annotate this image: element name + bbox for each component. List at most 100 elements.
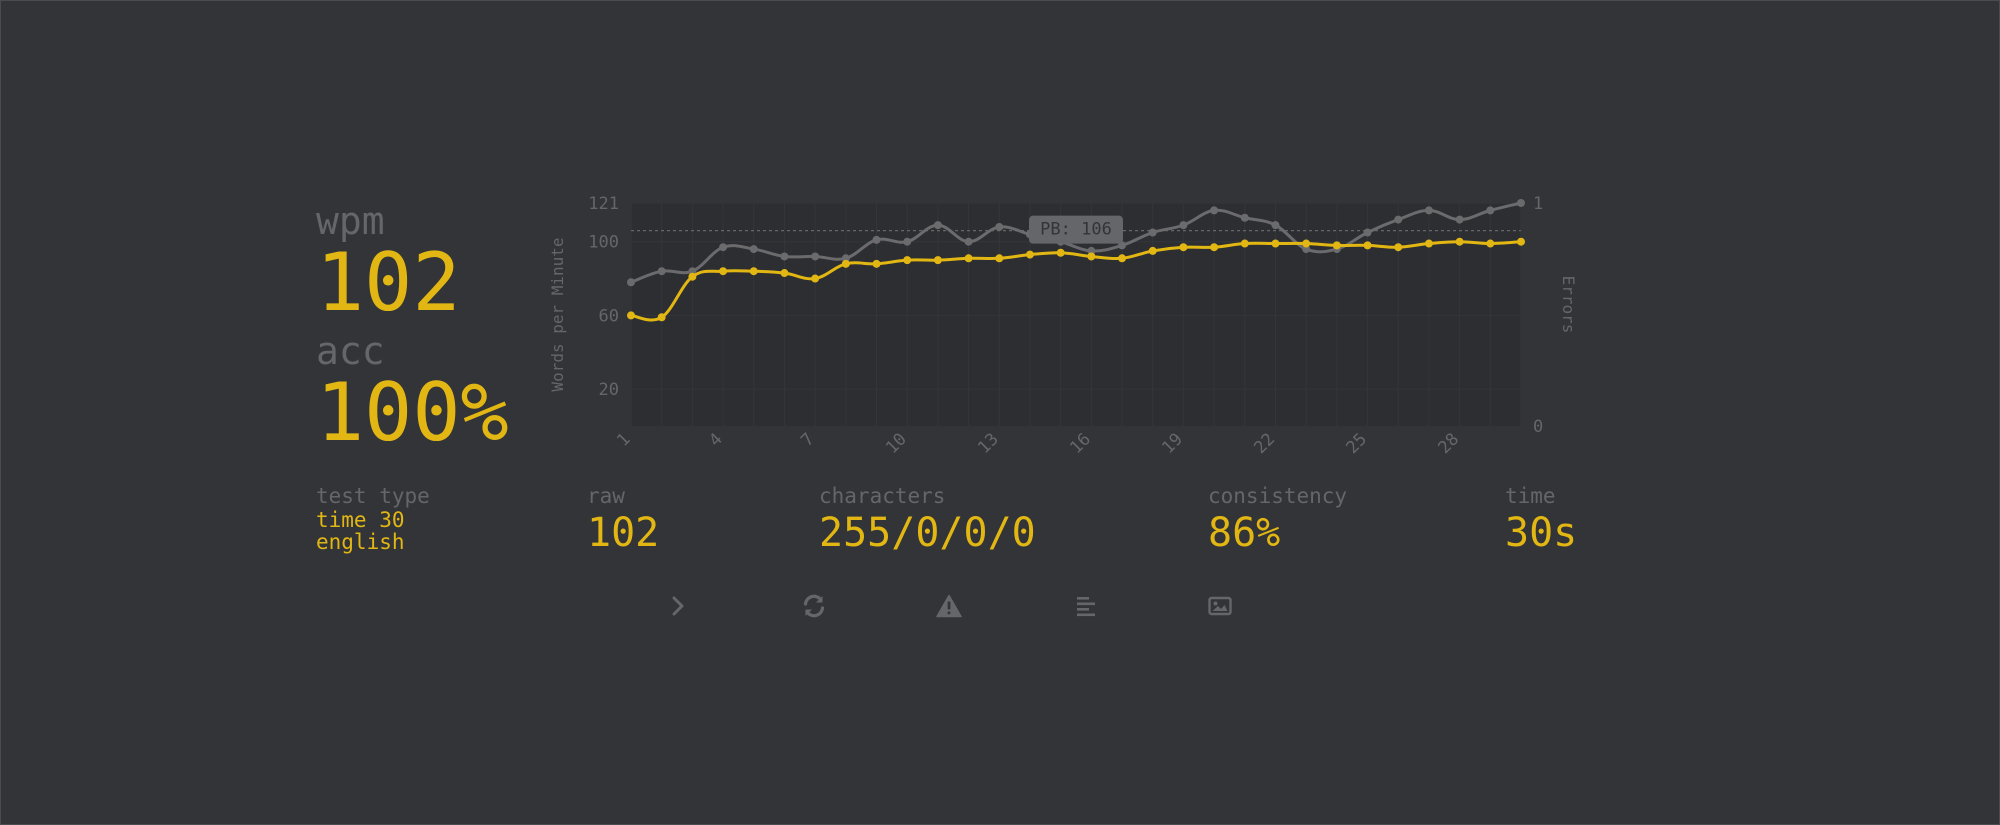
- x-tick-label: 4: [705, 429, 726, 450]
- chevron-right-icon: [672, 596, 684, 616]
- characters-value: 255/0/0/0: [819, 510, 1036, 556]
- y-tick-label: 20: [599, 380, 619, 400]
- raw-block: raw 102: [587, 483, 659, 557]
- wpm-point: [1118, 254, 1127, 263]
- x-tick-label: 19: [1158, 429, 1187, 458]
- wpm-point: [1363, 241, 1372, 250]
- raw-point: [1210, 206, 1219, 215]
- wpm-point: [1087, 252, 1096, 261]
- next-test-button[interactable]: [659, 590, 699, 622]
- raw-point: [1517, 199, 1525, 207]
- wpm-point: [1148, 246, 1157, 255]
- y-tick-label: 60: [599, 306, 619, 326]
- wpm-point: [688, 272, 697, 281]
- wpm-point: [903, 256, 912, 265]
- wpm-point: [719, 267, 728, 276]
- raw-point: [1302, 245, 1311, 254]
- wpm-point: [780, 269, 789, 278]
- wpm-point: [1025, 250, 1034, 259]
- y-tick-label: 121: [588, 194, 619, 214]
- restart-test-button[interactable]: [794, 590, 834, 622]
- y2-tick-label: 1: [1533, 194, 1543, 214]
- warning-icon: [936, 594, 962, 618]
- x-tick-label: 25: [1342, 429, 1371, 458]
- raw-point: [933, 221, 942, 230]
- raw-point: [995, 222, 1004, 231]
- wpm-point: [1424, 239, 1433, 248]
- x-tick-label: 28: [1435, 429, 1464, 458]
- x-tick-label: 16: [1066, 429, 1095, 458]
- wpm-point: [627, 311, 635, 320]
- raw-point: [841, 254, 850, 263]
- wpm-point: [1056, 248, 1065, 257]
- save-screenshot-button[interactable]: [1200, 590, 1240, 622]
- wpm-point: [995, 254, 1004, 263]
- raw-point: [903, 237, 912, 246]
- raw-point: [688, 267, 697, 276]
- x-tick-label: 13: [974, 429, 1003, 458]
- raw-point: [627, 278, 635, 287]
- time-label: time: [1505, 484, 1556, 508]
- wpm-point: [872, 259, 881, 268]
- raw-point: [1240, 213, 1249, 222]
- x-tick-label: 7: [797, 429, 818, 450]
- raw-label: raw: [587, 484, 625, 508]
- characters-block: characters 255/0/0/0: [819, 483, 1036, 557]
- x-tick-label: 22: [1250, 429, 1279, 458]
- raw-point: [811, 252, 820, 261]
- time-block: time 30s: [1505, 483, 1577, 557]
- x-tick-label: 10: [882, 429, 911, 458]
- test-type-mode[interactable]: time 30: [316, 508, 405, 532]
- accuracy-value: 100%: [316, 366, 509, 459]
- wpm-point: [1394, 243, 1403, 252]
- wpm-point: [749, 267, 758, 276]
- pb-label: PB: 106: [1040, 220, 1112, 240]
- raw-point: [1087, 246, 1096, 255]
- image-icon: [1208, 596, 1232, 616]
- wpm-point: [1455, 237, 1464, 246]
- raw-point: [1179, 221, 1188, 230]
- y-tick-label: 100: [588, 233, 619, 253]
- raw-point: [1486, 206, 1495, 215]
- align-left-icon: [1077, 597, 1095, 617]
- test-type-label: test type: [316, 484, 430, 508]
- raw-point: [719, 243, 728, 252]
- wpm-point: [933, 256, 942, 265]
- wpm-point: [657, 313, 666, 322]
- raw-point: [780, 252, 789, 261]
- y2-tick-label: 0: [1533, 417, 1543, 437]
- wpm-value: 102: [316, 236, 461, 329]
- raw-point: [1394, 215, 1403, 224]
- wpm-point: [1210, 243, 1219, 252]
- wpm-point: [964, 254, 973, 263]
- accuracy-label: acc: [316, 329, 385, 373]
- wpm-point: [1517, 237, 1525, 246]
- raw-point: [1455, 215, 1464, 224]
- wpm-point: [811, 274, 820, 283]
- raw-point: [1424, 206, 1433, 215]
- wpm-label: wpm: [316, 199, 385, 243]
- wpm-chart: 20 60 100 121 0 1 1 4 7 10 13 16 19 22 25 28 Words per M…: [548, 194, 1578, 458]
- raw-point: [872, 235, 881, 244]
- consistency-label: consistency: [1208, 484, 1348, 508]
- raw-point: [964, 237, 973, 246]
- test-type-language[interactable]: english: [316, 530, 405, 554]
- y-axis-label: Words per Minute: [548, 237, 567, 391]
- x-tick-label: 1: [613, 429, 634, 450]
- characters-label: characters: [819, 484, 946, 508]
- wpm-point: [1302, 239, 1311, 248]
- consistency-block: consistency 86%: [1208, 483, 1347, 557]
- report-words-button[interactable]: [929, 590, 969, 622]
- raw-point: [657, 267, 666, 276]
- raw-point: [1271, 221, 1280, 230]
- word-history-button[interactable]: [1066, 590, 1106, 622]
- consistency-value: 86%: [1208, 510, 1281, 556]
- wpm-point: [1179, 243, 1188, 252]
- wpm-point: [1240, 239, 1249, 248]
- raw-point: [1363, 228, 1372, 237]
- wpm-point: [1271, 239, 1280, 248]
- sync-icon: [803, 594, 825, 618]
- test-type-block: test type time 30 english: [316, 483, 430, 553]
- pb-label-box: [1029, 215, 1123, 244]
- raw-point: [749, 245, 758, 254]
